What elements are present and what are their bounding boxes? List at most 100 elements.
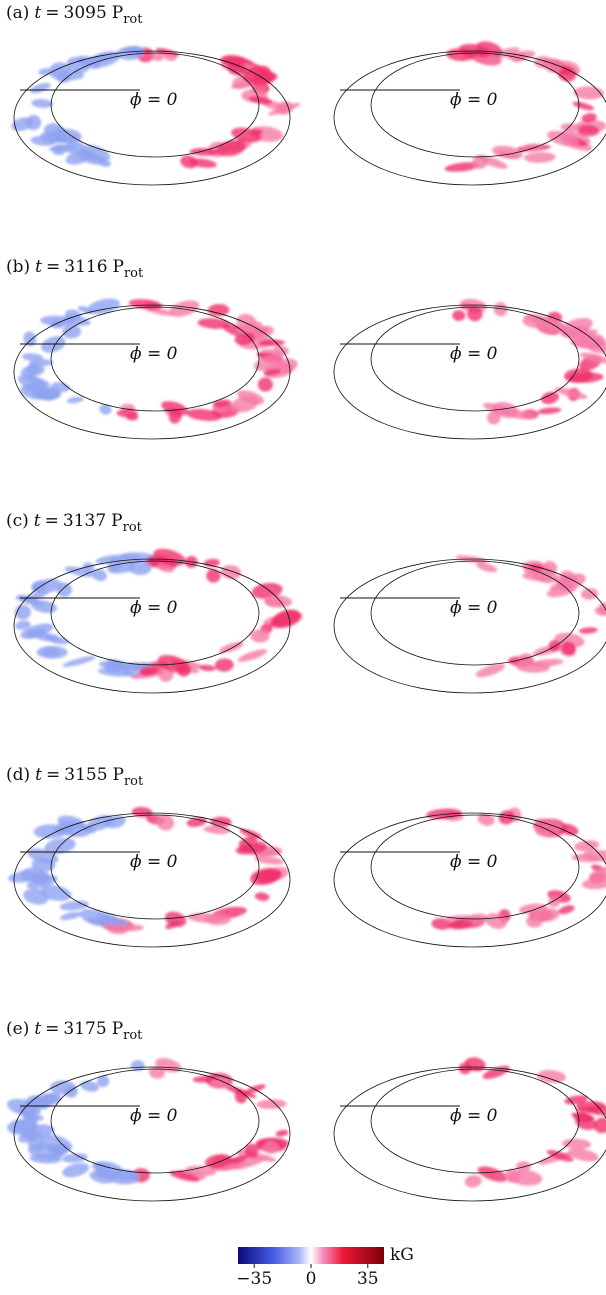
phi-label: ϕ = 0: [130, 852, 178, 872]
flux-blob: [95, 554, 128, 564]
flux-blob: [580, 587, 599, 600]
label-sub: rot: [123, 12, 143, 27]
flux-blob: [549, 577, 579, 590]
flux-blob: [187, 912, 223, 923]
flux-blob: [89, 1170, 115, 1184]
flux-blob: [234, 1089, 248, 1104]
flux-blob: [476, 562, 498, 573]
flux-blob: [561, 1138, 592, 1150]
flux-blob: [61, 1153, 88, 1163]
flux-blob: [573, 86, 605, 100]
flux-blob: [95, 916, 129, 926]
label-part: P: [113, 257, 124, 277]
flux-blob: [559, 317, 593, 337]
flux-blob: [493, 302, 508, 317]
flux-blob: [557, 65, 577, 82]
phi-label: ϕ = 0: [450, 1106, 498, 1126]
flux-blob: [163, 52, 177, 62]
label-part: 3116: [64, 257, 107, 277]
flux-blob: [53, 128, 82, 144]
flux-blob: [547, 130, 580, 147]
flux-blob: [18, 1130, 42, 1143]
outer-ring: [333, 304, 606, 440]
outer-ring: [13, 558, 291, 694]
flux-blob: [576, 1106, 600, 1114]
flux-blob: [61, 315, 91, 326]
flux-blob: [199, 664, 216, 672]
label-part: t: [35, 257, 42, 277]
inner-ring: [50, 306, 260, 412]
flux-blob: [536, 1069, 566, 1084]
flux-blob: [232, 1156, 267, 1170]
flux-blob: [130, 1060, 145, 1072]
inner-ring: [50, 814, 260, 920]
flux-blob: [256, 869, 281, 884]
flux-blob: [270, 610, 303, 629]
flux-blob: [467, 306, 483, 322]
flux-blob: [164, 911, 187, 927]
inner-ring: [370, 560, 580, 666]
label-part: =: [45, 3, 59, 23]
flux-blob: [234, 331, 256, 346]
flux-blob: [574, 840, 600, 852]
inner-ring: [370, 1068, 580, 1174]
phi-label: ϕ = 0: [130, 90, 178, 110]
flux-blob: [571, 1112, 595, 1120]
flux-blob: [59, 911, 82, 921]
flux-blob: [464, 1175, 482, 1188]
outer-ring: [333, 50, 606, 186]
flux-blob: [31, 858, 56, 872]
flux-blob: [11, 117, 33, 132]
flux-blob: [96, 1075, 110, 1088]
flux-blob: [40, 885, 72, 901]
phi-label: ϕ = 0: [130, 1106, 178, 1126]
flux-blob: [42, 647, 60, 658]
inner-ring: [50, 52, 260, 158]
flux-blob: [486, 411, 501, 425]
label-part: 3095: [64, 3, 107, 23]
colorbar-tick-label: 0: [306, 1269, 317, 1289]
flux-blob: [572, 101, 595, 111]
flux-blob: [62, 1163, 90, 1178]
flux-blob: [447, 920, 473, 930]
label-part: 3155: [64, 765, 107, 785]
panel-label: (d) t = 3155 Prot: [6, 765, 144, 789]
label-part: =: [45, 511, 59, 531]
flux-blob: [211, 1078, 232, 1089]
flux-blob: [62, 656, 96, 667]
flux-blob: [59, 900, 89, 911]
label-part: 3175: [63, 1019, 106, 1039]
label-part: (c): [6, 511, 29, 531]
flux-blob: [31, 873, 51, 885]
inner-ring: [50, 560, 260, 666]
flux-blob: [65, 149, 94, 165]
flux-blob: [578, 627, 598, 634]
flux-blob: [56, 74, 71, 83]
flux-blob: [99, 404, 112, 415]
flux-blob: [273, 345, 289, 356]
flux-blob: [116, 409, 138, 418]
flux-blob: [15, 620, 31, 630]
flux-blob: [593, 1117, 606, 1134]
phi-label: ϕ = 0: [130, 344, 178, 364]
flux-blob: [554, 387, 588, 399]
flux-blob: [22, 353, 44, 361]
flux-blob: [38, 67, 55, 76]
flux-blob: [582, 849, 606, 862]
flux-blob: [254, 856, 284, 865]
label-part: P: [111, 511, 122, 531]
outer-ring: [13, 812, 291, 948]
flux-blob: [228, 1155, 248, 1164]
panel-label: (b) t = 3116 Prot: [6, 257, 144, 281]
colorbar-unit: kG: [390, 1245, 414, 1265]
flux-blob: [31, 578, 63, 594]
flux-blob: [189, 147, 219, 156]
flux-blob: [262, 1140, 279, 1154]
flux-blob: [52, 826, 75, 836]
flux-blob: [29, 1153, 62, 1164]
flux-blob: [250, 629, 270, 643]
flux-blob: [103, 815, 126, 829]
flux-blob: [561, 641, 576, 656]
torus-render: [17, 298, 298, 424]
outer-ring: [13, 304, 291, 440]
